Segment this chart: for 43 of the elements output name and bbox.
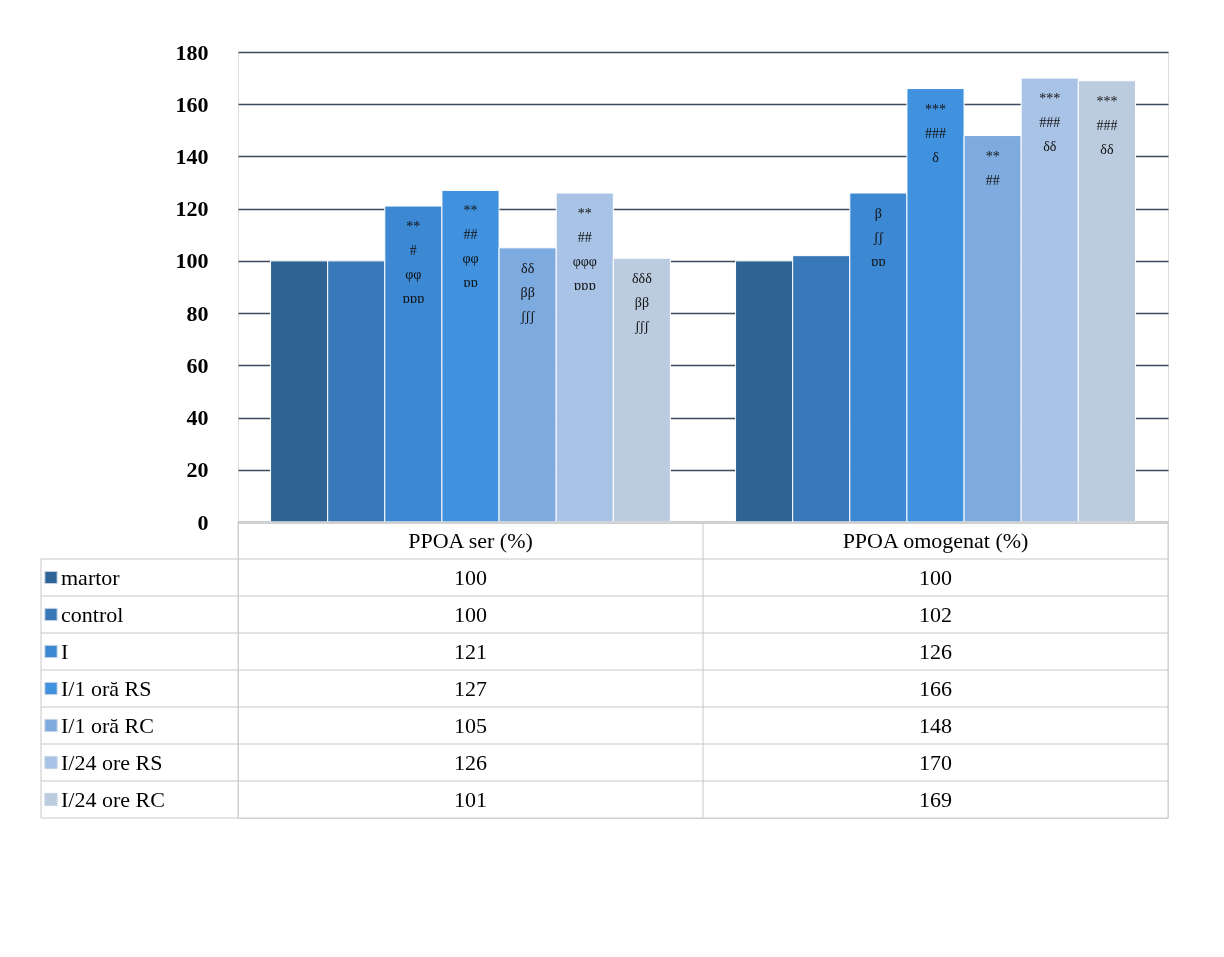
data-label: 100 xyxy=(454,564,487,590)
y-tick-label: 120 xyxy=(175,196,209,222)
annotation: δδδ ββ ʃʃʃ xyxy=(631,271,653,335)
annotation: δδ ββ ʃʃʃ xyxy=(519,260,535,324)
data-label: 102 xyxy=(919,601,952,627)
y-tick-label: 80 xyxy=(186,300,209,326)
legend-label: martor xyxy=(61,564,121,590)
annotation: *** ### δ xyxy=(925,101,946,165)
y-tick-label: 140 xyxy=(175,143,209,169)
legend-label: I/1 oră RC xyxy=(61,712,154,738)
data-label: 166 xyxy=(919,675,952,701)
annotation: *** ### δδ xyxy=(1039,91,1061,155)
x-tick-label: PPOA omogenat (%) xyxy=(842,527,1029,553)
y-tick-label: 160 xyxy=(175,91,209,117)
annotation: ** ## φφ ɒɒ xyxy=(462,203,479,291)
y-tick-label: 0 xyxy=(197,509,209,535)
legend-label: control xyxy=(61,601,124,627)
y-tick-label: 180 xyxy=(175,39,209,65)
data-label: 169 xyxy=(919,786,952,812)
annotation: *** ### δδ xyxy=(1096,93,1118,157)
y-tick-label: 60 xyxy=(186,352,209,378)
legend-label: I/24 ore RS xyxy=(61,749,163,775)
annotation: ** ## φφφ ɒɒɒ xyxy=(572,206,597,293)
legend-label: I xyxy=(61,638,69,664)
annotation: ** # φφ ɒɒɒ xyxy=(402,219,425,307)
data-label: 126 xyxy=(454,749,487,775)
data-label: 105 xyxy=(454,712,487,738)
data-label: 101 xyxy=(454,786,487,812)
data-label: 170 xyxy=(919,749,952,775)
data-label: 100 xyxy=(454,601,487,627)
data-label: 126 xyxy=(919,638,952,664)
y-tick-label: 20 xyxy=(186,457,209,483)
data-label: 127 xyxy=(454,675,487,701)
x-tick-label: PPOA ser (%) xyxy=(408,527,533,553)
data-label: 121 xyxy=(454,638,487,664)
annotation: β ʃʃ ɒɒ xyxy=(871,206,886,269)
legend-label: I/1 oră RS xyxy=(61,675,152,701)
data-label: 148 xyxy=(919,712,952,738)
y-tick-label: 40 xyxy=(186,405,209,431)
legend-label: I/24 ore RC xyxy=(61,786,165,812)
data-label: 100 xyxy=(919,564,952,590)
y-tick-label: 100 xyxy=(175,248,209,274)
annotation: ** ## xyxy=(985,148,1000,188)
